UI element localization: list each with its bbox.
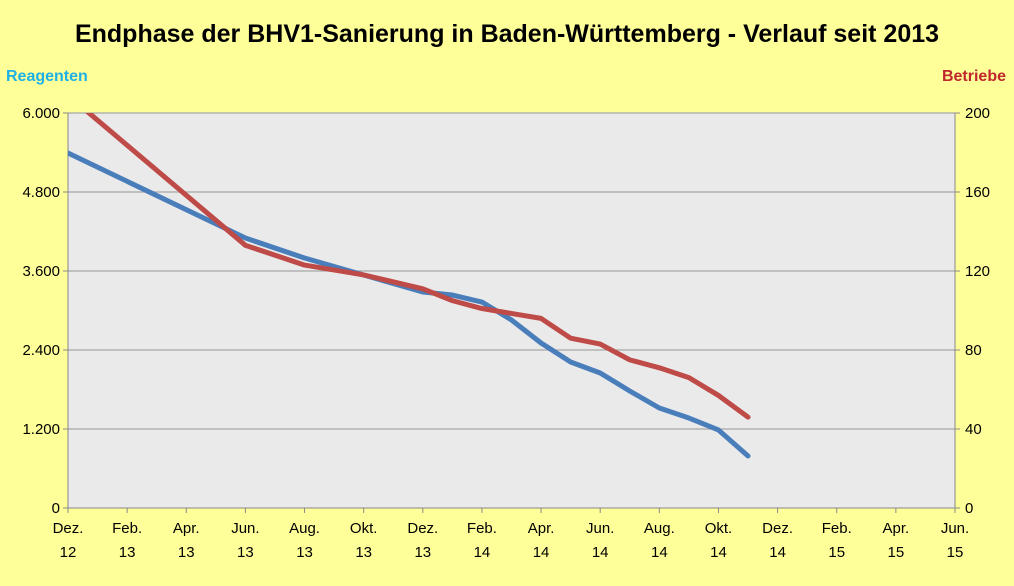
right-tick-label: 80 (965, 342, 982, 359)
left-axis-label: Reagenten (6, 68, 88, 85)
x-tick-label: 13 (178, 544, 195, 561)
left-tick-label: 2.400 (22, 342, 60, 359)
x-tick-label: 14 (769, 544, 786, 561)
right-tick-label: 40 (965, 421, 982, 438)
x-tick-label: Okt. (705, 520, 733, 537)
x-tick-label: 14 (710, 544, 727, 561)
x-tick-label: Apr. (883, 520, 910, 537)
x-tick-label: 14 (474, 544, 491, 561)
left-tick-label: 1.200 (22, 421, 60, 438)
x-tick-label: Aug. (289, 520, 320, 537)
x-tick-label: 14 (651, 544, 668, 561)
x-tick-label: Feb. (112, 520, 142, 537)
right-tick-label: 0 (965, 500, 973, 517)
chart-title: Endphase der BHV1-Sanierung in Baden-Wür… (74, 20, 940, 48)
x-tick-label: 12 (60, 544, 77, 561)
x-tick-label: Jun. (231, 520, 259, 537)
x-tick-label: 15 (828, 544, 845, 561)
x-tick-label: Dez. (762, 520, 793, 537)
x-tick-label: 15 (947, 544, 964, 561)
x-tick-label: Jun. (586, 520, 614, 537)
x-tick-label: Apr. (173, 520, 200, 537)
x-tick-label: Aug. (644, 520, 675, 537)
x-tick-label: 13 (355, 544, 372, 561)
right-axis-label: Betriebe (941, 68, 1006, 85)
right-tick-label: 200 (965, 105, 990, 122)
x-tick-label: 13 (237, 544, 254, 561)
series-line-reagenten (68, 150, 751, 459)
right-tick-label: 160 (965, 184, 990, 201)
right-tick-label: 120 (965, 263, 990, 280)
left-tick-label: 3.600 (22, 263, 60, 280)
x-tick-label: Okt. (350, 520, 378, 537)
x-tick-label: 14 (592, 544, 609, 561)
left-tick-label: 4.800 (22, 184, 60, 201)
plot-area (68, 113, 955, 508)
series-line-betriebe (85, 113, 751, 420)
x-tick-label: Jun. (941, 520, 969, 537)
x-tick-label: Feb. (467, 520, 497, 537)
x-tick-label: Dez. (407, 520, 438, 537)
x-tick-label: 15 (888, 544, 905, 561)
x-tick-label: Apr. (528, 520, 555, 537)
x-tick-label: 13 (414, 544, 431, 561)
x-tick-label: Dez. (53, 520, 84, 537)
x-tick-label: Feb. (822, 520, 852, 537)
x-tick-label: 14 (533, 544, 550, 561)
x-tick-label: 13 (296, 544, 313, 561)
left-tick-label: 0 (52, 500, 60, 517)
left-tick-label: 6.000 (22, 105, 60, 122)
x-tick-label: 13 (119, 544, 136, 561)
